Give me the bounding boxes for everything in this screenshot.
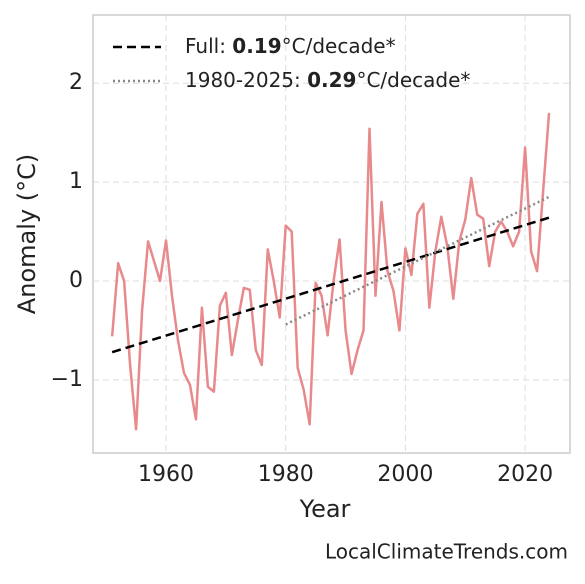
legend-label-part: 0.19 [232,34,281,58]
y-tick-label: 1 [69,169,83,194]
plot-frame [92,14,571,454]
trend-line [111,216,550,354]
legend-label-part: 1980-2025: [185,68,307,92]
y-tick-label: 2 [69,70,83,95]
legend-label: Full: 0.19°C/decade* [185,34,396,58]
legend-label-part: 0.29 [307,68,356,92]
watermark: LocalClimateTrends.com [325,540,568,564]
legend-label: 1980-2025: 0.29°C/decade* [185,68,470,92]
legend-label-part: Full: [185,34,232,58]
x-tick-label: 2000 [377,462,433,487]
x-axis-label: Year [299,495,351,523]
y-tick-label: 0 [69,268,83,293]
x-tick-label: 1980 [258,462,314,487]
trend-line [285,195,550,326]
legend-label-part: °C/decade* [282,34,396,58]
anomaly-line [110,112,551,431]
legend-label-part: °C/decade* [356,68,470,92]
y-tick-label: −1 [51,367,83,392]
x-tick-label: 1960 [138,462,194,487]
x-tick-label: 2020 [497,462,553,487]
y-axis-label: Anomaly (°C) [13,154,41,314]
